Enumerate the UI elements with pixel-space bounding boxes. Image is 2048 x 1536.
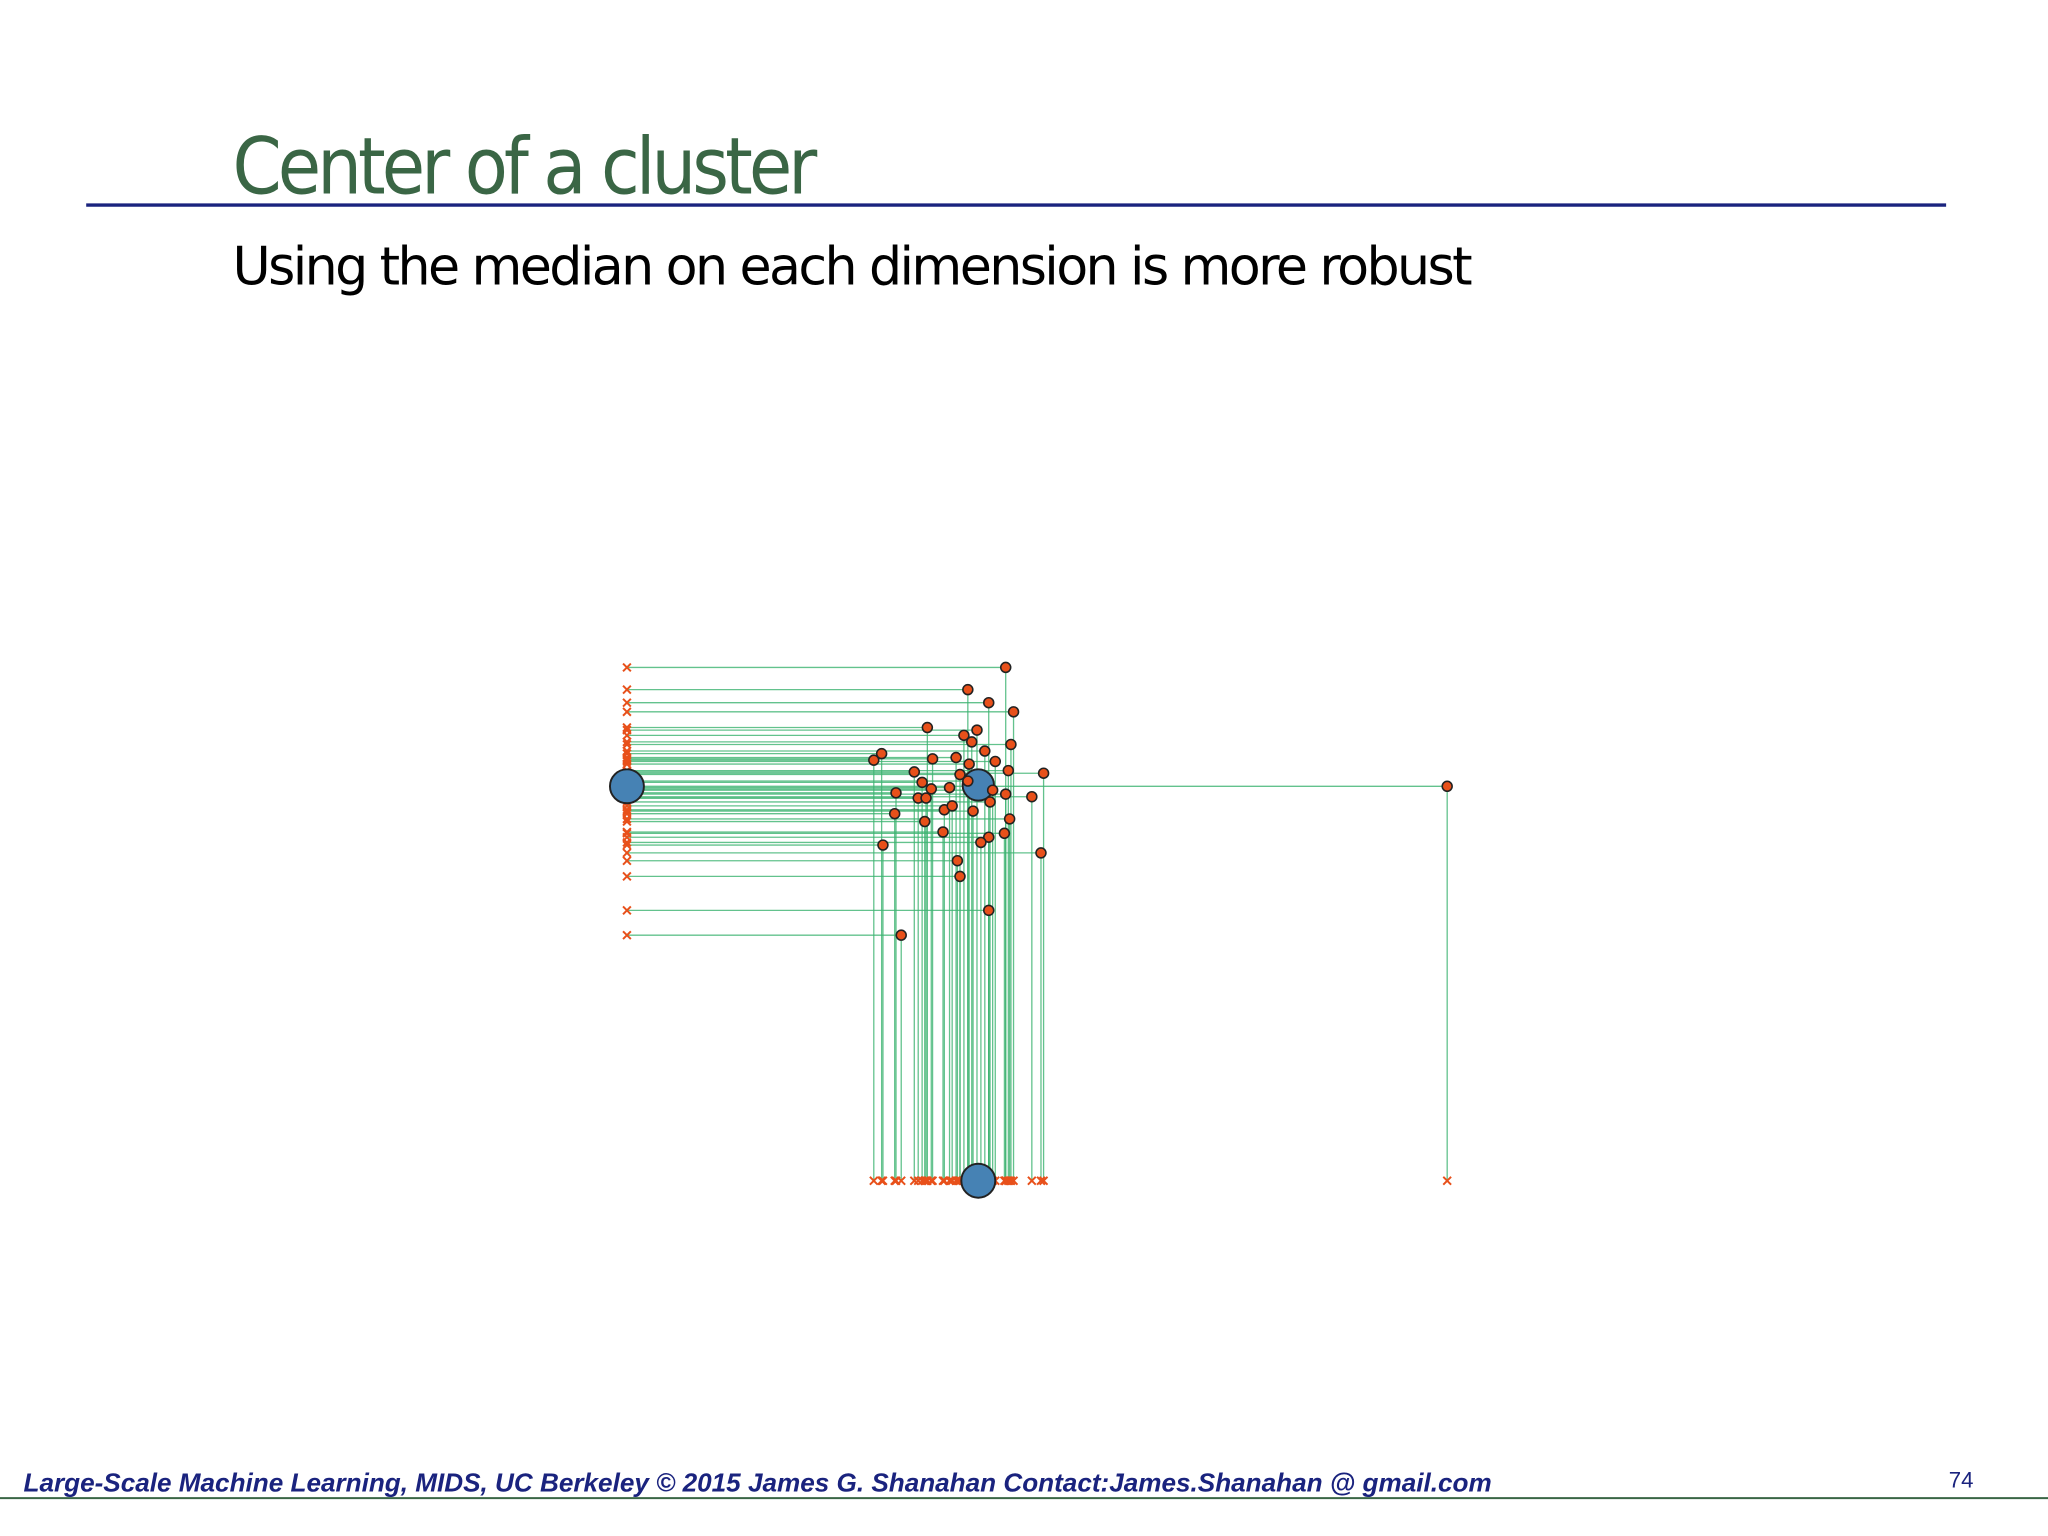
projection-cross: [622, 662, 632, 673]
projection-cross: [622, 871, 632, 882]
projection-cross: [999, 1176, 1010, 1186]
data-point: [888, 807, 901, 820]
median-center: [608, 768, 645, 805]
data-point: [979, 745, 991, 757]
data-point: [950, 751, 962, 764]
data-point: [982, 696, 995, 709]
projection-cross: [622, 725, 632, 735]
projection-cross: [896, 1176, 906, 1186]
median-center: [960, 1162, 997, 1199]
data-point: [916, 776, 928, 789]
data-point: [1026, 790, 1038, 803]
data-point: [868, 754, 880, 766]
projection-cross: [1036, 1176, 1046, 1186]
projection-cross: [622, 840, 632, 850]
data-point: [951, 854, 964, 867]
projection-cross: [622, 806, 632, 816]
data-point: [954, 870, 966, 883]
page-number: 74: [1949, 1468, 1974, 1493]
projection-cross: [878, 1176, 888, 1186]
data-point: [958, 729, 970, 742]
projection-cross: [622, 737, 632, 747]
data-point: [1003, 813, 1016, 825]
projection-cross: [952, 1176, 962, 1186]
slide-title: Center of a cluster: [232, 121, 817, 212]
data-point: [1035, 847, 1047, 859]
slide-subtitle: Using the median on each dimension is mo…: [232, 238, 1472, 298]
data-point: [1002, 764, 1015, 777]
data-point: [877, 839, 889, 851]
data-point: [1441, 780, 1453, 793]
data-point: [895, 929, 907, 941]
data-point: [982, 904, 995, 917]
data-point: [962, 683, 974, 696]
data-point: [1007, 706, 1020, 718]
data-point: [943, 781, 956, 794]
data-point: [982, 831, 995, 843]
projection-cross: [1038, 1176, 1049, 1186]
projection-cross: [622, 685, 632, 695]
data-point: [971, 724, 983, 736]
projection-cross: [622, 707, 632, 717]
projection-cross: [622, 930, 632, 940]
data-point: [963, 758, 975, 770]
projection-cross: [622, 905, 632, 915]
data-point: [1037, 767, 1050, 779]
data-point: [986, 784, 999, 796]
data-point: [954, 768, 966, 781]
projection-cross: [622, 814, 632, 824]
data-point: [946, 800, 958, 812]
data-point: [975, 836, 987, 849]
projection-cross: [622, 698, 632, 708]
median-diagram: [608, 661, 1453, 1199]
data-point: [967, 805, 979, 817]
data-point: [989, 755, 1002, 768]
projection-cross: [1442, 1176, 1452, 1186]
projection-cross: [622, 848, 632, 858]
projection-cross: [622, 837, 632, 848]
data-point: [937, 826, 949, 838]
projection-cross: [622, 722, 632, 733]
data-point: [890, 787, 902, 799]
data-point: [962, 775, 974, 787]
data-point: [998, 827, 1011, 840]
projection-cross: [1027, 1176, 1037, 1186]
data-point: [908, 766, 921, 778]
data-point: [920, 792, 932, 804]
data-point: [966, 736, 978, 748]
data-point: [999, 661, 1012, 674]
projection-cross: [938, 1176, 948, 1186]
data-point: [926, 753, 939, 765]
data-point: [999, 788, 1012, 800]
data-point: [875, 747, 888, 760]
data-point: [925, 783, 938, 795]
data-point: [918, 815, 931, 828]
projection-cross: [622, 756, 632, 767]
projection-cross: [920, 1176, 930, 1186]
data-point: [1005, 738, 1017, 751]
projection-cross: [622, 856, 632, 866]
data-point: [921, 721, 934, 734]
projection-cross: [622, 816, 632, 827]
data-point: [984, 796, 996, 808]
projection-cross: [622, 739, 632, 750]
projection-cross: [622, 828, 632, 838]
projection-cross: [869, 1176, 879, 1186]
footer-text: Large-Scale Machine Learning, MIDS, UC B…: [24, 1468, 1492, 1498]
